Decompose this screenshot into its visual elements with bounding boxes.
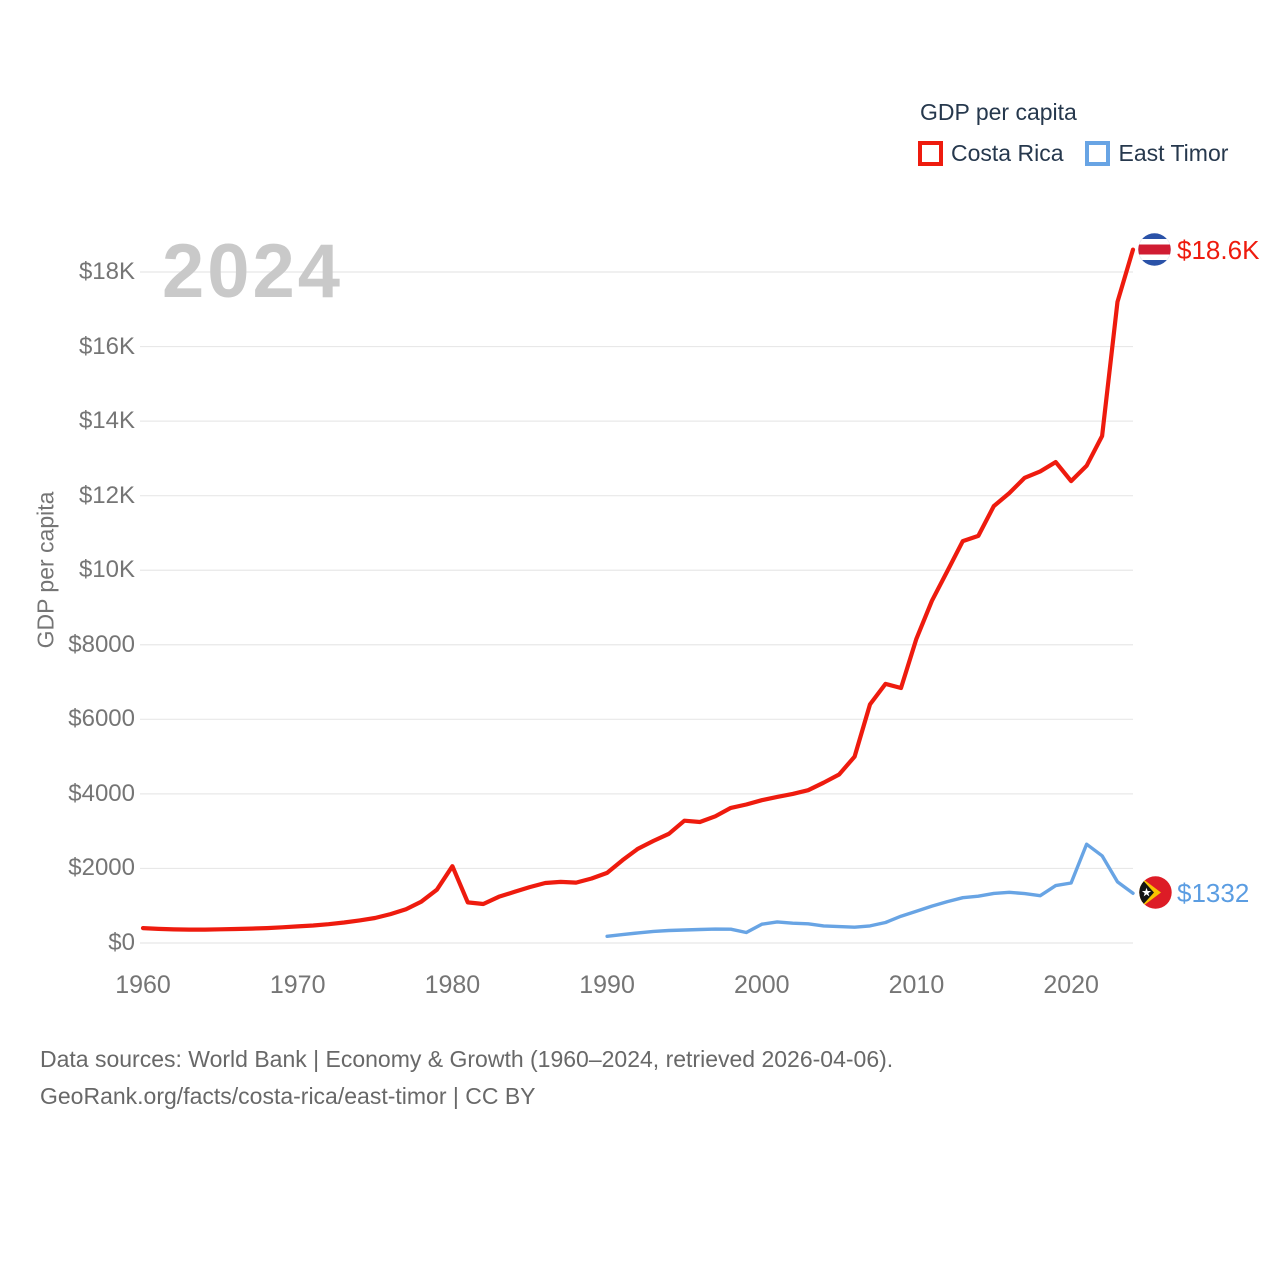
legend-item-costa-rica[interactable]: Costa Rica (918, 140, 1063, 167)
east-timor-end-label: $1332 (1177, 878, 1250, 908)
legend-label: East Timor (1118, 140, 1229, 166)
x-tick-label: 2020 (1043, 971, 1099, 999)
y-tick-label: $0 (108, 929, 135, 956)
costa-rica-flag-icon (1138, 233, 1171, 266)
y-tick-label: $4000 (68, 779, 135, 807)
legend-label: Costa Rica (951, 140, 1064, 166)
legend-item-east-timor[interactable]: East Timor (1085, 140, 1228, 167)
x-tick-label: 1990 (579, 971, 635, 999)
x-tick-label: 1980 (424, 971, 481, 999)
y-tick-label: $12K (78, 481, 135, 509)
legend-title: GDP per capita (920, 99, 1077, 125)
costa-rica-line[interactable] (140, 247, 1136, 932)
y-tick-label: $16K (78, 332, 135, 360)
costa-rica-swatch-icon (918, 141, 943, 166)
x-tick-label: 1960 (115, 971, 171, 999)
source-url: GeoRank.org/facts/costa-rica/east-timor … (40, 1083, 536, 1109)
costa-rica-end-label: $18.6K (1177, 235, 1260, 265)
x-tick-label: 2010 (888, 971, 945, 999)
y-tick-label: $2000 (68, 854, 135, 882)
y-tick-label: $14K (78, 407, 135, 435)
east-timor-line[interactable] (605, 842, 1135, 938)
watermark-year: 2024 (162, 229, 344, 314)
x-tick-label: 2000 (733, 971, 790, 999)
y-tick-label: $18K (78, 258, 135, 285)
x-tick-label: 1970 (269, 971, 326, 999)
y-tick-label: $8000 (68, 630, 135, 658)
east-timor-flag-icon (1139, 876, 1172, 909)
y-tick-label: $6000 (68, 705, 135, 733)
y-tick-label: $10K (78, 556, 135, 584)
data-source-attribution: Data sources: World Bank | Economy & Gro… (40, 1046, 894, 1072)
legend: Costa Rica East Timor (918, 140, 1228, 167)
east-timor-swatch-icon (1085, 141, 1111, 166)
